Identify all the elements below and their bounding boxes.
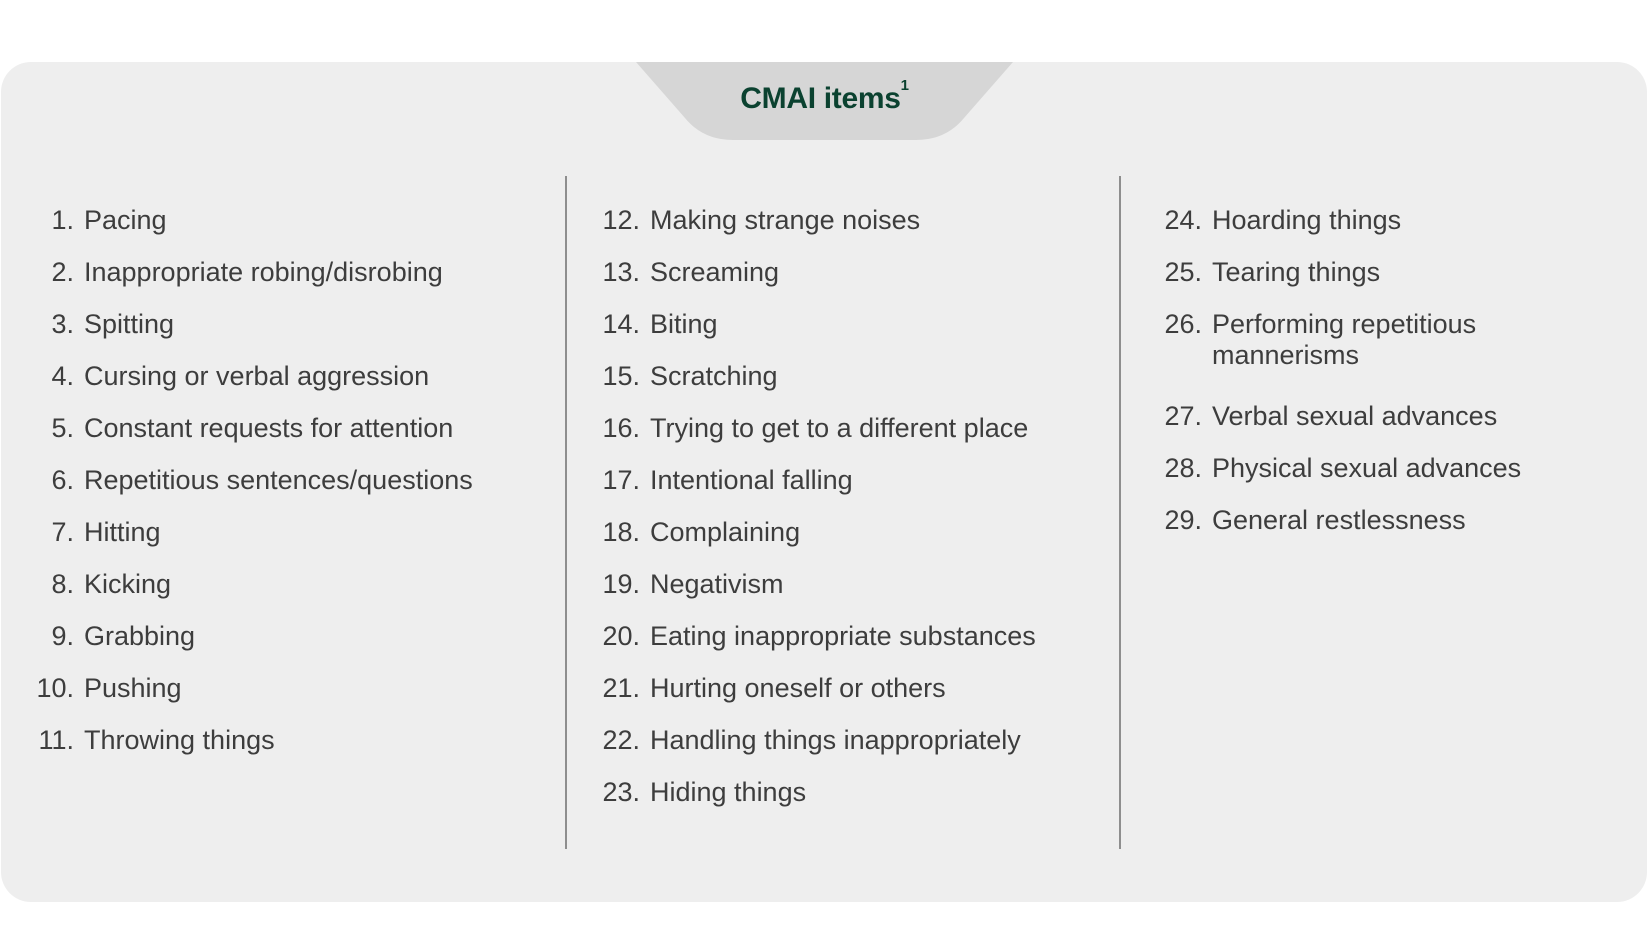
item-label: General restlessness [1212,505,1466,535]
header-tab: CMAI items1 [636,62,1013,140]
list-item: 11. Throwing things [38,725,554,777]
item-number: 1. [51,205,74,235]
item-label: Hurting oneself or others [650,673,946,703]
item-label: Repetitious sentences/questions [84,465,473,495]
item-label: Pacing [84,205,167,235]
item-number: 25. [1164,257,1202,287]
item-number: 26. [1164,309,1202,339]
list-item: 28. Physical sexual advances [1164,453,1622,505]
list-item: 6. Repetitious sentences/questions [51,465,554,517]
item-label: Kicking [84,569,172,599]
list-item: 5. Constant requests for attention [51,413,554,465]
item-number: 3. [51,309,74,339]
item-label: Screaming [650,257,780,287]
list-item: 2. Inappropriate robing/disrobing [51,257,554,309]
item-label: Grabbing [84,621,196,651]
item-number: 11. [38,725,74,755]
title-text: CMAI items [740,82,901,115]
item-label: Verbal sexual advances [1212,401,1498,431]
item-number: 6. [51,465,74,495]
list-item: 10. Pushing [36,673,554,725]
item-label: Hiding things [650,777,807,807]
item-label: Spitting [84,309,175,339]
list-item: 8. Kicking [51,569,554,621]
item-number: 19. [602,569,640,599]
item-label: Biting [650,309,718,339]
item-number: 16. [602,413,640,443]
list-item: 1. Pacing [51,205,554,257]
items-column-3: 24. Hoarding things 25. Tearing things 26.… [1164,205,1622,557]
list-item: 15. Scratching [602,361,1120,413]
item-label: Inappropriate robing/disrobing [84,257,443,287]
item-label: Performing repetitious mannerisms [1212,309,1477,371]
list-item: 26. Performing repetitious mannerisms [1164,309,1622,401]
item-label: Negativism [650,569,784,599]
item-number: 23. [602,777,640,807]
items-column-1: 1. Pacing 2. Inappropriate robing/disrobin… [36,205,554,777]
list-item: 29. General restlessness [1164,505,1622,557]
footnote-marker: 1 [900,77,909,94]
list-item: 19. Negativism [602,569,1120,621]
item-number: 13. [602,257,640,287]
list-item: 12. Making strange noises [602,205,1120,257]
item-number: 18. [602,517,640,547]
item-number: 22. [602,725,640,755]
item-label: Physical sexual advances [1212,453,1522,483]
item-label: Handling things inappropriately [650,725,1021,755]
column-divider-2 [1119,176,1121,849]
item-label: Constant requests for attention [84,413,454,443]
item-number: 10. [36,673,74,703]
list-item: 13. Screaming [602,257,1120,309]
list-item: 25. Tearing things [1164,257,1622,309]
list-item: 21. Hurting oneself or others [602,673,1120,725]
list-item: 16. Trying to get to a different place [602,413,1120,465]
item-number: 17. [602,465,640,495]
item-label: Cursing or verbal aggression [84,361,430,391]
page-title: CMAI items1 [636,78,1013,116]
item-number: 27. [1164,401,1202,431]
item-number: 24. [1164,205,1202,235]
item-number: 2. [51,257,74,287]
item-number: 21. [602,673,640,703]
cmai-items-panel [1,62,1647,902]
item-label: Hitting [84,517,161,547]
list-item: 9. Grabbing [51,621,554,673]
list-item: 7. Hitting [51,517,554,569]
list-item: 14. Biting [602,309,1120,361]
item-label: Tearing things [1212,257,1381,287]
item-label: Intentional falling [650,465,853,495]
item-number: 8. [51,569,74,599]
item-label: Pushing [84,673,182,703]
item-label: Trying to get to a different place [650,413,1029,443]
list-item: 23. Hiding things [602,777,1120,829]
item-number: 28. [1164,453,1202,483]
item-number: 7. [51,517,74,547]
item-number: 29. [1164,505,1202,535]
item-label: Scratching [650,361,778,391]
item-number: 4. [51,361,74,391]
item-number: 20. [602,621,640,651]
item-label: Making strange noises [650,205,921,235]
item-number: 5. [51,413,74,443]
item-label: Throwing things [84,725,275,755]
list-item: 4. Cursing or verbal aggression [51,361,554,413]
item-number: 14. [602,309,640,339]
list-item: 17. Intentional falling [602,465,1120,517]
list-item: 22. Handling things inappropriately [602,725,1120,777]
item-number: 12. [602,205,640,235]
item-label: Complaining [650,517,801,547]
items-column-2: 12. Making strange noises 13. Screaming 14… [602,205,1120,829]
header-tab-shape [636,62,1013,140]
list-item: 20. Eating inappropriate substances [602,621,1120,673]
list-item: 18. Complaining [602,517,1120,569]
column-divider-1 [565,176,567,849]
list-item: 3. Spitting [51,309,554,361]
list-item: 27. Verbal sexual advances [1164,401,1622,453]
item-label: Eating inappropriate substances [650,621,1036,651]
item-number: 9. [51,621,74,651]
item-number: 15. [602,361,640,391]
item-label: Hoarding things [1212,205,1402,235]
list-item: 24. Hoarding things [1164,205,1622,257]
